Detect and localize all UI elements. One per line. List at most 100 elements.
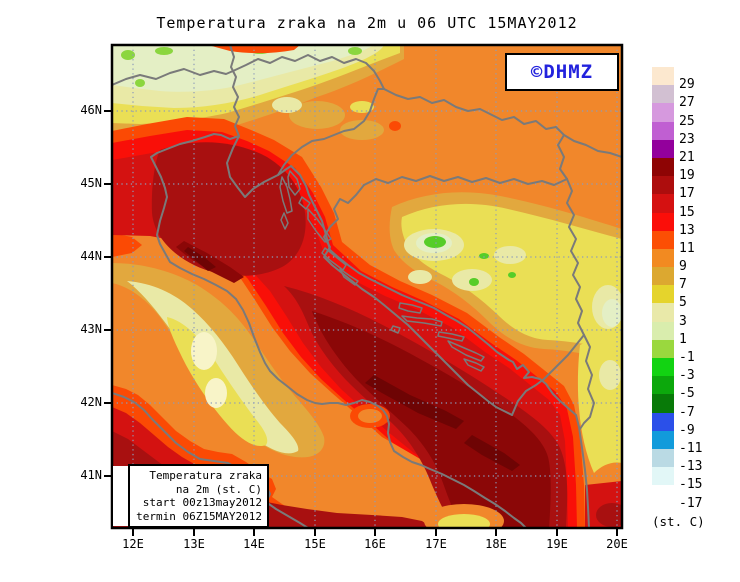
sea-darkest-south	[365, 375, 464, 429]
field-paleyellow-core	[191, 332, 217, 370]
colorbar-swatch	[652, 339, 674, 358]
colorbar-row: 27	[652, 85, 738, 110]
border-italy-slovenia	[229, 45, 240, 137]
colorbar-row: 5	[652, 285, 738, 310]
field-khaki-patch	[599, 360, 621, 390]
colorbar-swatch	[652, 267, 674, 286]
colorbar-label: 17	[679, 186, 695, 202]
coastline-italy-tyrrhenian	[112, 392, 309, 528]
lon-label-17E: 17E	[425, 537, 447, 551]
lat-label-41N: 41N	[80, 468, 102, 482]
colorbar-row: 23	[652, 121, 738, 146]
colorbar-row: 25	[652, 103, 738, 128]
field-green-spot	[479, 253, 489, 259]
colorbar-label: -17	[679, 495, 703, 511]
colorbar-row: 13	[652, 212, 738, 237]
field-green-spot	[508, 272, 516, 278]
colorbar-row: -3	[652, 358, 738, 383]
colorbar-swatch	[652, 412, 674, 431]
colorbar-label: -7	[679, 404, 695, 420]
colorbar-label: 19	[679, 168, 695, 184]
colorbar-row: -15	[652, 467, 738, 492]
colorbar-swatch	[652, 485, 674, 504]
colorbar: 29 27 25 23 21 19 17 15 13 11 9 7 5 3 1 -1 -3 -5 -7 -9 -11 -1…	[652, 67, 738, 510]
colorbar-swatch	[652, 285, 674, 304]
colorbar-row: -5	[652, 376, 738, 401]
border-hungary-croatia	[383, 88, 622, 158]
field-north-palegreen	[112, 45, 374, 92]
colorbar-units: (st. C)	[652, 514, 705, 529]
field-green-spot	[121, 50, 135, 60]
field-khaki-patch	[408, 270, 432, 284]
field-green-spot	[424, 236, 446, 248]
lat-label-43N: 43N	[80, 322, 102, 336]
lon-label-12E: 12E	[122, 537, 144, 551]
colorbar-label: 29	[679, 77, 695, 93]
lon-label-15E: 15E	[304, 537, 326, 551]
lat-label-44N: 44N	[80, 249, 102, 263]
colorbar-swatch	[652, 194, 674, 213]
colorbar-label: -13	[679, 459, 703, 475]
axis-ticks	[104, 110, 618, 536]
colorbar-row: 1	[652, 321, 738, 346]
field-warm-spot	[389, 121, 401, 131]
field-paleyellow-core	[205, 378, 227, 408]
lon-label-16E: 16E	[364, 537, 386, 551]
colorbar-swatch	[652, 139, 674, 158]
colorbar-row: 19	[652, 157, 738, 183]
border-slovenia-croatia	[277, 88, 385, 176]
field-palegreen-patch	[602, 299, 622, 327]
map-title: Temperatura zraka na 2m u 06 UTC 15MAY20…	[156, 14, 578, 32]
lat-label-42N: 42N	[80, 395, 102, 409]
colorbar-row: -9	[652, 412, 738, 437]
field-gold-patch	[289, 101, 345, 129]
border-austria-slovenia	[232, 54, 385, 90]
colorbar-label: 7	[679, 277, 687, 293]
legend-line: Temperatura zraka	[149, 469, 262, 482]
colorbar-swatch	[652, 376, 674, 395]
legend-box: Temperatura zraka na 2m (st. C) start 00…	[128, 464, 269, 528]
border-montenegro-albania	[579, 334, 595, 430]
colorbar-swatch	[652, 85, 674, 104]
colorbar-label: 13	[679, 222, 695, 238]
colorbar-swatch	[652, 157, 674, 177]
sea-maroon-south	[312, 311, 551, 528]
gargano-warm-core	[358, 409, 382, 423]
colorbar-swatch	[652, 303, 674, 322]
colorbar-swatch	[652, 103, 674, 122]
colorbar-label: 25	[679, 113, 695, 129]
colorbar-label: 5	[679, 295, 687, 311]
lon-label-20E: 20E	[606, 537, 628, 551]
legend-line: termin 06Z15MAY2012	[136, 509, 262, 523]
colorbar-swatch	[652, 430, 674, 449]
lon-label-19E: 19E	[546, 537, 568, 551]
dhmz-logo-text: ©DHMZ	[530, 61, 594, 83]
field-yellow-patch	[350, 101, 374, 113]
border-una-croatia-bosnia	[323, 184, 513, 416]
corner-darkred	[596, 503, 622, 527]
sea-darkest-north	[184, 247, 216, 271]
dhmz-watermark-box: ©DHMZ	[505, 53, 619, 91]
colorbar-row: 11	[652, 230, 738, 255]
colorbar-label: -5	[679, 386, 695, 402]
lat-label-46N: 46N	[80, 103, 102, 117]
field-green-spot	[135, 79, 145, 87]
colorbar-swatch	[652, 321, 674, 340]
border-croatia-serbia	[557, 134, 568, 180]
field-green-spot	[348, 47, 362, 55]
colorbar-label: -1	[679, 350, 695, 365]
colorbar-label: 23	[679, 131, 695, 147]
colorbar-label: 15	[679, 204, 695, 220]
colorbar-label: -11	[679, 440, 703, 456]
colorbar-label: 9	[679, 259, 687, 275]
colorbar-swatch	[652, 358, 674, 377]
colorbar-row: 17	[652, 176, 738, 201]
border-sava-croatia-bosnia	[363, 175, 568, 186]
colorbar-swatch	[652, 448, 674, 468]
colorbar-row: 3	[652, 303, 738, 328]
field-warm-wedge	[112, 233, 142, 257]
colorbar-label: 27	[679, 95, 695, 111]
field-gold-patch	[340, 120, 384, 140]
colorbar-label: 3	[679, 313, 687, 329]
